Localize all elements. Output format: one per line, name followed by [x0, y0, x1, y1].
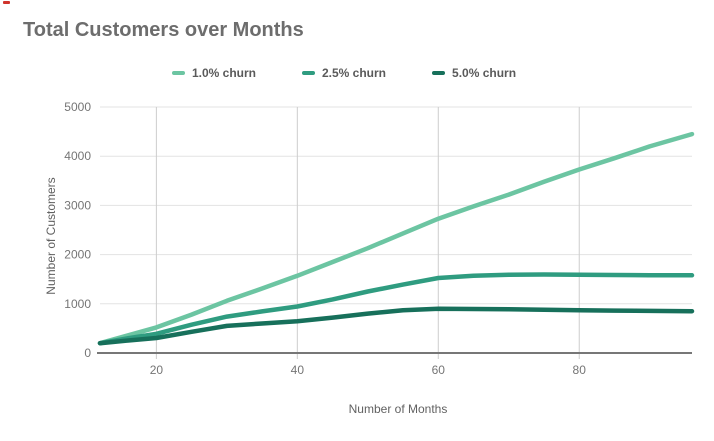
series-line-2.5-churn	[97, 272, 695, 346]
x-tick-label: 80	[573, 363, 587, 377]
chart-legend: 1.0% churn 2.5% churn 5.0% churn	[0, 64, 714, 81]
x-tick-label: 40	[291, 363, 305, 377]
legend-swatch-icon	[171, 70, 185, 75]
legend-swatch-icon	[432, 70, 446, 75]
y-tick-label: 1000	[64, 297, 91, 311]
legend-item: 2.5% churn	[301, 65, 387, 80]
red-corner-mark	[3, 1, 10, 4]
x-tick-label: 20	[150, 363, 164, 377]
y-axis-title: Number of Customers	[44, 177, 58, 295]
legend-label: 1.0% churn	[191, 65, 256, 80]
y-tick-label: 3000	[64, 198, 91, 212]
x-axis-title: Number of Months	[348, 402, 448, 416]
legend-item: 5.0% churn	[432, 66, 516, 80]
series-line-1.0-churn	[97, 131, 695, 346]
x-tick-label: 60	[432, 363, 446, 377]
legend-label: 5.0% churn	[452, 65, 517, 80]
chart-title: Total Customers over Months	[23, 19, 304, 41]
y-tick-label: 5000	[64, 100, 91, 114]
series-line-5.0-churn	[97, 306, 695, 346]
y-tick-label: 2000	[64, 248, 91, 262]
legend-swatch-icon	[301, 70, 315, 75]
y-tick-label: 4000	[64, 149, 91, 163]
y-tick-label: 0	[84, 346, 91, 360]
legend-item: 1.0% churn	[171, 65, 256, 80]
legend-label: 2.5% churn	[321, 65, 387, 80]
